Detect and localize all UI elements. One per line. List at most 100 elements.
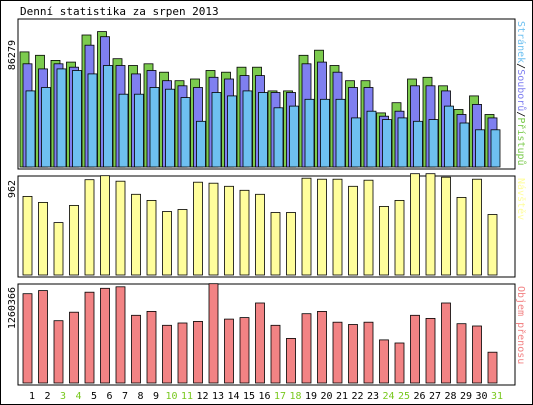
- bar-objem-p-enosu-day-30: [472, 325, 482, 384]
- bar-n-v-t-v-day-27: [425, 173, 436, 276]
- bar-str-nek-day-23: [366, 110, 377, 168]
- x-tick-label-day-23: 23: [367, 391, 379, 402]
- y-max-label: 1260366: [7, 287, 18, 329]
- y-axis-label-part: Stránek: [515, 21, 527, 63]
- bar-objem-p-enosu-day-3: [53, 320, 64, 384]
- bar-n-v-t-v-day-20: [317, 178, 327, 276]
- bar-n-v-t-v-day-14: [224, 185, 234, 276]
- bar-objem-p-enosu-day-26: [410, 314, 420, 384]
- bar-n-v-t-v-day-17: [270, 212, 281, 276]
- bar-objem-p-enosu-day-17: [270, 324, 281, 384]
- bar-objem-p-enosu-day-29: [456, 323, 467, 384]
- bar-objem-p-enosu-day-2: [38, 290, 48, 384]
- bar-objem-p-enosu-day-22: [348, 324, 358, 384]
- panel-frame: [17, 175, 516, 278]
- bar-str-nek-day-24: [382, 119, 392, 168]
- bar-str-nek-day-7: [118, 93, 129, 168]
- bar-n-v-t-v-day-11: [177, 209, 188, 276]
- bar-objem-p-enosu-day-28: [441, 302, 451, 384]
- bar-objem-p-enosu-day-4: [69, 311, 79, 384]
- x-tick-label-day-6: 6: [106, 391, 112, 402]
- bar-n-v-t-v-day-12: [193, 181, 203, 276]
- x-tick-label-day-1: 1: [29, 391, 35, 402]
- x-tick-label-day-26: 26: [413, 391, 425, 402]
- bar-objem-p-enosu-day-12: [193, 320, 203, 384]
- bar-n-v-t-v-day-21: [332, 178, 343, 276]
- x-tick-label-day-15: 15: [243, 391, 255, 402]
- bar-str-nek-day-12: [196, 120, 206, 168]
- bar-n-v-t-v-day-22: [348, 185, 358, 276]
- bar-n-v-t-v-day-13: [208, 182, 219, 276]
- chart-title: Denní statistika za srpen 2013: [20, 5, 219, 18]
- bar-n-v-t-v-day-10: [162, 211, 172, 276]
- bar-n-v-t-v-day-1: [22, 195, 33, 276]
- bar-str-nek-day-27: [428, 119, 439, 168]
- y-axis-label-part: Přístupů: [515, 117, 527, 165]
- bar-objem-p-enosu-day-1: [22, 293, 33, 384]
- bar-n-v-t-v-day-26: [410, 173, 420, 276]
- bar-str-nek-day-14: [227, 95, 237, 168]
- x-tick-label-day-22: 22: [351, 391, 363, 402]
- y-axis-label-part: Souborů: [515, 69, 527, 111]
- bar-objem-p-enosu-day-20: [317, 310, 327, 384]
- bar-str-nek-day-8: [134, 93, 144, 168]
- y-axis-label-part: /: [515, 63, 526, 69]
- bar-objem-p-enosu-day-5: [84, 291, 95, 384]
- panel-frame: [17, 283, 516, 386]
- bar-str-nek-day-5: [87, 73, 98, 168]
- bar-objem-p-enosu-day-23: [363, 321, 374, 384]
- bar-n-v-t-v-day-31: [487, 214, 498, 276]
- x-tick-label-day-3: 3: [60, 391, 66, 402]
- x-tick-label-day-14: 14: [227, 391, 239, 402]
- panel-1: 86279 Stránek/Souborů/Přístupů: [7, 18, 527, 170]
- bar-str-nek-day-21: [335, 98, 346, 168]
- bar-str-nek-day-19: [304, 98, 315, 168]
- bar-objem-p-enosu-day-25: [394, 342, 405, 384]
- y-axis-label: Objem přenosu: [515, 286, 527, 364]
- bar-n-v-t-v-day-5: [84, 179, 95, 276]
- bar-n-v-t-v-day-8: [131, 193, 141, 276]
- bar-objem-p-enosu-day-31: [487, 351, 498, 384]
- bar-n-v-t-v-day-19: [301, 177, 312, 276]
- x-tick-label-day-9: 9: [153, 391, 159, 402]
- bar-str-nek-day-2: [41, 87, 51, 168]
- bar-str-nek-day-17: [273, 107, 284, 168]
- bar-objem-p-enosu-day-10: [162, 324, 172, 384]
- y-axis-label-part: /: [515, 111, 526, 117]
- x-tick-label-day-5: 5: [91, 391, 97, 402]
- bar-str-nek-day-26: [413, 120, 423, 168]
- bar-n-v-t-v-day-4: [69, 204, 79, 276]
- x-tick-label-day-18: 18: [289, 391, 301, 402]
- bar-n-v-t-v-day-3: [53, 222, 64, 276]
- bars: [19, 31, 501, 168]
- bar-n-v-t-v-day-30: [472, 178, 482, 276]
- x-tick-label-day-12: 12: [196, 391, 208, 402]
- x-tick-label-day-2: 2: [44, 391, 50, 402]
- bar-str-nek-day-1: [25, 90, 36, 168]
- y-max-label: 86279: [7, 40, 18, 70]
- bar-n-v-t-v-day-28: [441, 176, 451, 276]
- x-tick-label-day-13: 13: [212, 391, 224, 402]
- bar-str-nek-day-4: [72, 70, 82, 168]
- x-tick-label-day-25: 25: [398, 391, 410, 402]
- bar-n-v-t-v-day-7: [115, 180, 126, 276]
- bar-objem-p-enosu-day-18: [286, 337, 296, 384]
- bar-str-nek-day-9: [149, 87, 160, 168]
- x-tick-label-day-21: 21: [336, 391, 348, 402]
- bar-str-nek-day-31: [490, 129, 501, 168]
- bars: [22, 283, 498, 384]
- bar-objem-p-enosu-day-8: [131, 314, 141, 384]
- bar-str-nek-day-13: [211, 92, 222, 168]
- bar-objem-p-enosu-day-11: [177, 322, 188, 384]
- bar-objem-p-enosu-day-6: [100, 287, 110, 384]
- bar-objem-p-enosu-day-14: [224, 318, 234, 384]
- bar-n-v-t-v-day-16: [255, 193, 265, 276]
- bar-n-v-t-v-day-9: [146, 199, 157, 276]
- y-axis-label: Návštěv: [515, 178, 527, 220]
- x-tick-label-day-7: 7: [122, 391, 128, 402]
- y-max-label: 962: [7, 180, 18, 198]
- bar-objem-p-enosu-day-24: [379, 339, 389, 384]
- bar-str-nek-day-29: [459, 122, 470, 168]
